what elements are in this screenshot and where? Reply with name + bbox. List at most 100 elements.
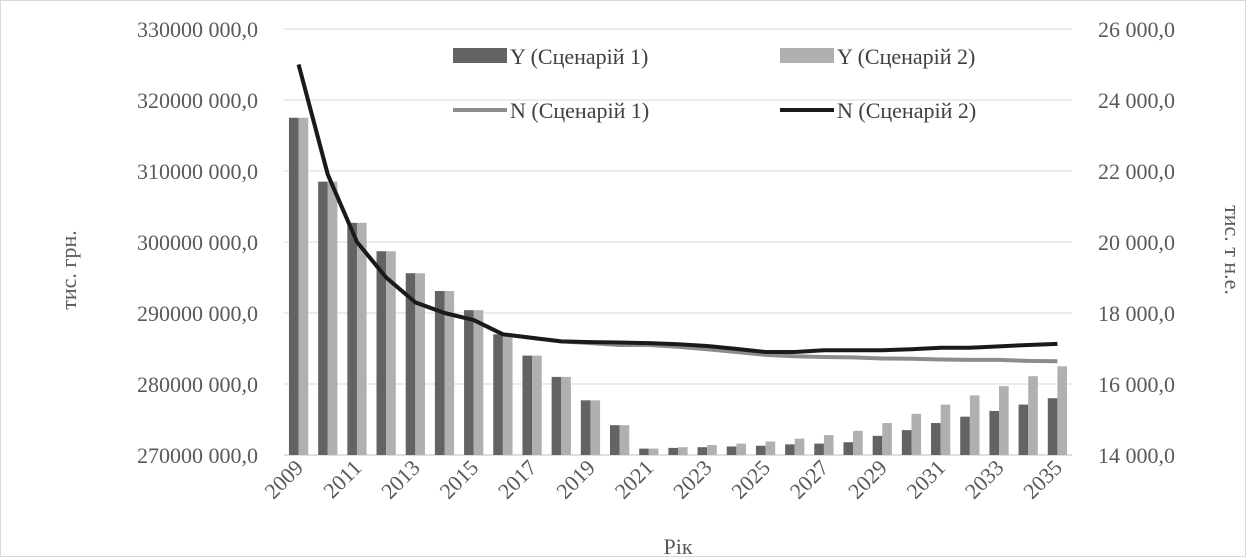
- x-tick-label: 2013: [376, 455, 425, 504]
- bar-series-2: [765, 441, 776, 455]
- bar-series-1: [901, 430, 912, 455]
- bar-series-1: [434, 290, 445, 455]
- bar-series-2: [999, 386, 1009, 455]
- right-tick-label: 22 000,0: [1098, 159, 1175, 184]
- bar-series-2: [356, 222, 367, 455]
- line-series-group: [296, 63, 1058, 364]
- bar-series-1: [609, 425, 620, 455]
- bar-series-2: [1028, 376, 1038, 455]
- left-tick-label: 300000 000,0: [137, 230, 258, 255]
- bar-series-1: [639, 448, 649, 455]
- bar-series-1: [405, 273, 416, 455]
- bar-series-1: [843, 442, 854, 455]
- left-tick-label: 280000 000,0: [137, 372, 258, 397]
- legend: Y (Сценарій 1) Y (Сценарій 2) N (Сценарі…: [453, 44, 976, 123]
- bar-series-1: [814, 443, 824, 455]
- bar-series-1: [1018, 404, 1029, 455]
- line-series-2: [296, 63, 1058, 355]
- bar-series-1: [785, 444, 795, 455]
- bar-series-1: [318, 181, 328, 455]
- right-tick-label: 26 000,0: [1098, 17, 1175, 42]
- bar-series-2: [794, 438, 805, 455]
- x-tick-label: 2029: [843, 455, 892, 504]
- right-tick-label: 18 000,0: [1098, 301, 1175, 326]
- right-tick-label: 20 000,0: [1098, 230, 1175, 255]
- x-axis-ticks: 2009 2011 2013 2015 2017 2019 2021 2023 2025 2027…: [259, 455, 1067, 504]
- bar-series-2: [415, 273, 425, 455]
- bar-series-1: [989, 410, 1000, 455]
- bar-series-2: [473, 310, 484, 455]
- right-tick-label: 16 000,0: [1098, 372, 1175, 397]
- bar-series-2: [736, 443, 747, 455]
- bar-series-2: [561, 376, 571, 455]
- x-tick-label: 2009: [259, 455, 308, 504]
- x-tick-label: 2031: [901, 455, 950, 504]
- bar-series-2: [532, 355, 542, 455]
- bar-series-2: [940, 404, 951, 455]
- x-axis-title: Рік: [663, 534, 692, 557]
- bar-series-2: [444, 290, 455, 455]
- bar-series-1: [872, 435, 883, 455]
- left-tick-label: 310000 000,0: [137, 159, 258, 184]
- bar-series-2: [911, 413, 922, 455]
- right-axis-title: тис. т н.е.: [1220, 205, 1245, 295]
- bar-series-2: [678, 447, 688, 455]
- bar-series-1: [697, 447, 708, 455]
- bar-series-1: [464, 310, 474, 455]
- bar-series-2: [1057, 366, 1068, 455]
- left-tick-label: 290000 000,0: [137, 301, 258, 326]
- bar-series-1: [347, 222, 357, 455]
- legend-swatch-bar-2: [780, 48, 834, 63]
- x-tick-label: 2033: [960, 455, 1009, 504]
- bar-series-1: [668, 447, 678, 455]
- bar-series-1: [493, 334, 503, 455]
- x-tick-label: 2017: [493, 455, 542, 504]
- bar-series-2: [707, 445, 717, 455]
- bar-series-1: [755, 445, 766, 455]
- x-tick-label: 2019: [551, 455, 600, 504]
- bar-series-2: [298, 117, 309, 455]
- bar-series-1: [726, 446, 737, 455]
- bar-series-2: [882, 423, 892, 455]
- bar-series-1: [1047, 398, 1058, 455]
- bar-series-2: [502, 334, 513, 455]
- legend-label-line-1: N (Сценарій 1): [510, 98, 649, 123]
- left-tick-label: 320000 000,0: [137, 88, 258, 113]
- bar-series-group: [288, 117, 1068, 455]
- left-tick-label: 330000 000,0: [137, 17, 258, 42]
- x-tick-label: 2027: [785, 455, 834, 504]
- bar-series-1: [931, 423, 941, 455]
- right-tick-label: 14 000,0: [1098, 443, 1175, 468]
- x-tick-label: 2025: [726, 455, 775, 504]
- left-axis-ticks: 270000 000,0 280000 000,0 290000 000,0 3000…: [137, 17, 258, 468]
- bar-series-1: [522, 355, 533, 455]
- bar-series-2: [853, 430, 863, 455]
- bar-series-1: [960, 416, 970, 455]
- bar-series-2: [823, 435, 834, 455]
- x-tick-label: 2021: [610, 455, 659, 504]
- left-tick-label: 270000 000,0: [137, 443, 258, 468]
- bar-series-1: [551, 376, 562, 455]
- bar-series-1: [580, 400, 591, 455]
- x-tick-label: 2011: [318, 455, 366, 503]
- legend-label-bar-1: Y (Сценарій 1): [510, 44, 648, 69]
- bar-series-2: [648, 448, 659, 455]
- bar-series-2: [327, 181, 338, 455]
- x-tick-label: 2015: [434, 455, 483, 504]
- x-tick-label: 2035: [1018, 455, 1067, 504]
- bar-series-2: [619, 425, 630, 455]
- legend-swatch-bar-1: [453, 48, 507, 63]
- right-axis-ticks: 14 000,0 16 000,0 18 000,0 20 000,0 22 000,0…: [1098, 17, 1175, 468]
- legend-label-line-2: N (Сценарій 2): [837, 98, 976, 123]
- left-axis-title: тис. грн.: [56, 230, 81, 309]
- bar-series-1: [376, 251, 387, 455]
- bar-series-1: [288, 117, 299, 455]
- legend-label-bar-2: Y (Сценарій 2): [837, 44, 975, 69]
- gridlines: [284, 28, 1072, 456]
- bar-series-2: [386, 251, 396, 455]
- bar-series-2: [590, 400, 601, 455]
- right-tick-label: 24 000,0: [1098, 88, 1175, 113]
- x-tick-label: 2023: [668, 455, 717, 504]
- bar-series-2: [969, 395, 980, 455]
